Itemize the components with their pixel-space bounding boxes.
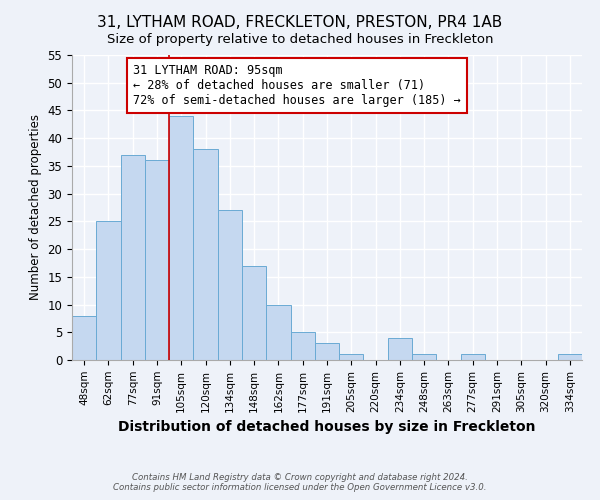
Bar [72, 316, 96, 360]
Bar [242, 266, 266, 360]
Bar [412, 354, 436, 360]
Bar [461, 354, 485, 360]
Bar [266, 304, 290, 360]
Text: 31 LYTHAM ROAD: 95sqm
← 28% of detached houses are smaller (71)
72% of semi-deta: 31 LYTHAM ROAD: 95sqm ← 28% of detached … [133, 64, 461, 107]
Bar [388, 338, 412, 360]
Bar [558, 354, 582, 360]
Bar [145, 160, 169, 360]
Bar [193, 150, 218, 360]
X-axis label: Distribution of detached houses by size in Freckleton: Distribution of detached houses by size … [118, 420, 536, 434]
Bar [290, 332, 315, 360]
Text: Contains HM Land Registry data © Crown copyright and database right 2024.
Contai: Contains HM Land Registry data © Crown c… [113, 473, 487, 492]
Bar [339, 354, 364, 360]
Bar [315, 344, 339, 360]
Text: Size of property relative to detached houses in Freckleton: Size of property relative to detached ho… [107, 32, 493, 46]
Y-axis label: Number of detached properties: Number of detached properties [29, 114, 42, 300]
Bar [218, 210, 242, 360]
Bar [169, 116, 193, 360]
Text: 31, LYTHAM ROAD, FRECKLETON, PRESTON, PR4 1AB: 31, LYTHAM ROAD, FRECKLETON, PRESTON, PR… [97, 15, 503, 30]
Bar [121, 155, 145, 360]
Bar [96, 222, 121, 360]
